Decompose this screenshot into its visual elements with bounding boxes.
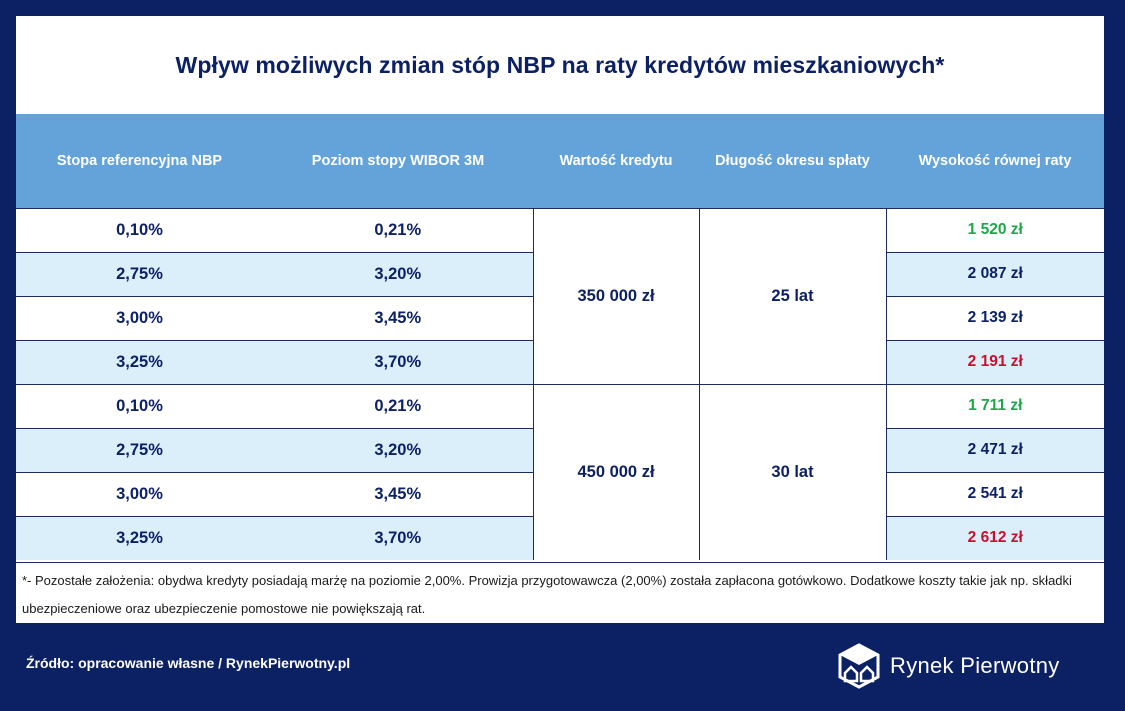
loan-value-cell: 450 000 zł: [532, 383, 700, 560]
term-cell: 30 lat: [698, 383, 887, 560]
table-row: 3,25% 3,70% 2 612 zł: [16, 515, 1104, 560]
installment-cell: 2 087 zł: [886, 251, 1104, 296]
table-row: 2,75% 3,20% 2 471 zł: [16, 427, 1104, 472]
installment-cell: 1 711 zł: [886, 383, 1104, 428]
loan-value-cell: 350 000 zł: [532, 207, 700, 384]
table-row: 3,00% 3,45% 2 541 zł: [16, 471, 1104, 516]
table-body: 0,10% 0,21% 350 000 zł 25 lat 1 520 zł 2,75% 3…: [16, 207, 1104, 560]
nbp-rate-cell: 3,25%: [16, 339, 263, 384]
wibor-cell: 3,20%: [263, 427, 533, 472]
nbp-rate-cell: 3,00%: [16, 295, 263, 340]
installment-cell: 2 471 zł: [886, 427, 1104, 472]
table-row: 0,10% 0,21% 450 000 zł 30 lat 1 711 zł: [16, 383, 1104, 560]
nbp-rate-cell: 0,10%: [16, 383, 263, 428]
header-wibor: Poziom stopy WIBOR 3M: [263, 114, 533, 208]
wibor-cell: 3,45%: [263, 295, 533, 340]
table-row: 0,10% 0,21% 350 000 zł 25 lat 1 520 zł: [16, 207, 1104, 384]
wibor-cell: 3,45%: [263, 471, 533, 516]
wibor-cell: 0,21%: [263, 383, 533, 428]
brand-name: Rynek Pierwotny: [890, 653, 1060, 678]
nbp-rate-cell: 3,25%: [16, 515, 263, 560]
brand-logo: Rynek Pierwotny: [836, 641, 1060, 691]
footnote: *- Pozostałe założenia: obydwa kredyty p…: [16, 562, 1104, 623]
header-nbp-rate: Stopa referencyjna NBP: [16, 114, 263, 208]
nbp-rate-cell: 3,00%: [16, 471, 263, 516]
source-credit: Źródło: opracowanie własne / RynekPierwo…: [26, 655, 351, 671]
installment-cell: 1 520 zł: [886, 207, 1104, 252]
table-row: 3,00% 3,45% 2 139 zł: [16, 295, 1104, 340]
page-title: Wpływ możliwych zmian stóp NBP na raty k…: [175, 51, 945, 78]
header-installment: Wysokość równej raty: [886, 114, 1104, 208]
installment-cell: 2 191 zł: [886, 339, 1104, 384]
infographic-card: Wpływ możliwych zmian stóp NBP na raty k…: [16, 16, 1104, 623]
header-loan-value: Wartość kredytu: [533, 114, 699, 208]
wibor-cell: 3,20%: [263, 251, 533, 296]
installment-cell: 2 612 zł: [886, 515, 1104, 560]
table-header-row: Stopa referencyjna NBP Poziom stopy WIBO…: [16, 114, 1104, 208]
table-row: 3,25% 3,70% 2 191 zł: [16, 339, 1104, 384]
rates-table: Stopa referencyjna NBP Poziom stopy WIBO…: [16, 114, 1104, 560]
wibor-cell: 0,21%: [263, 207, 533, 252]
nbp-rate-cell: 0,10%: [16, 207, 263, 252]
installment-cell: 2 541 zł: [886, 471, 1104, 516]
wibor-cell: 3,70%: [263, 515, 533, 560]
nbp-rate-cell: 2,75%: [16, 427, 263, 472]
term-cell: 25 lat: [698, 207, 887, 384]
installment-cell: 2 139 zł: [886, 295, 1104, 340]
wibor-cell: 3,70%: [263, 339, 533, 384]
nbp-rate-cell: 2,75%: [16, 251, 263, 296]
house-cube-icon: [838, 643, 880, 689]
header-term: Długość okresu spłaty: [699, 114, 886, 208]
table-row: 2,75% 3,20% 2 087 zł: [16, 251, 1104, 296]
